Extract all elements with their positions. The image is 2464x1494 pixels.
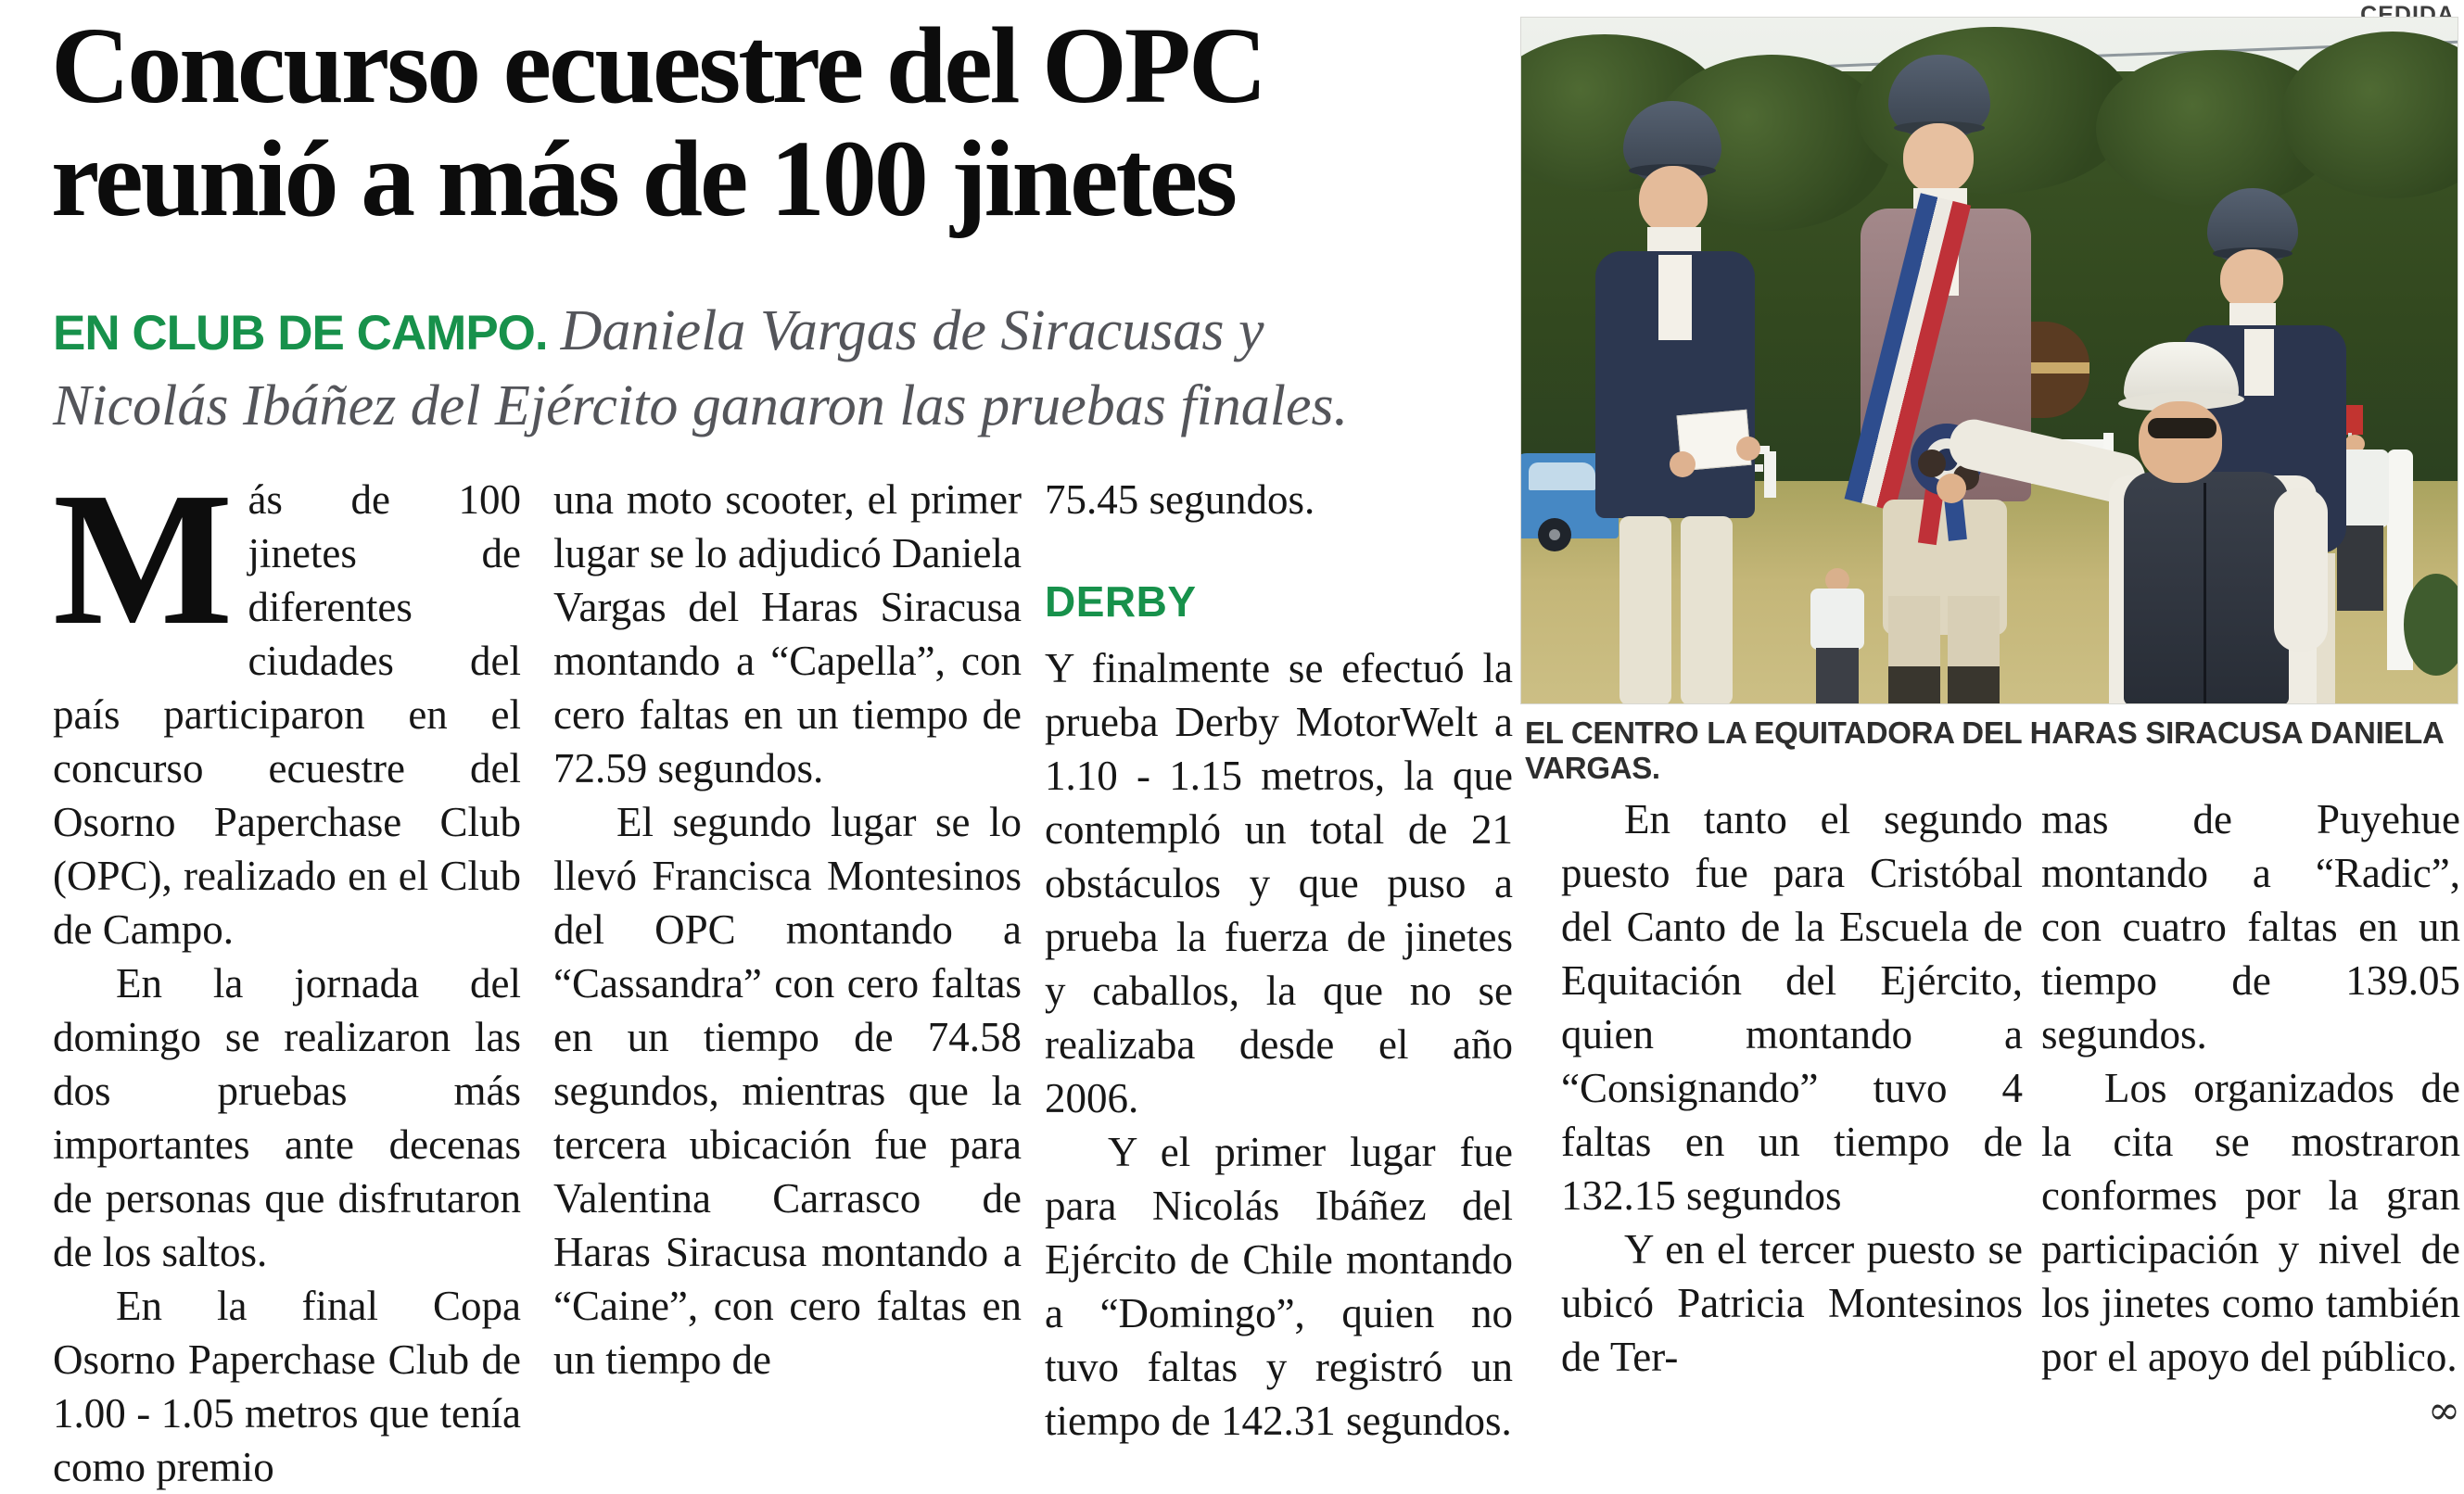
face	[2139, 401, 2222, 483]
body-column-2: una moto scooter, el primer lugar se lo …	[553, 473, 1022, 1386]
paragraph-text: ás de 100 jinetes de diferentes ciudades…	[53, 476, 521, 953]
vest-zipper	[2204, 483, 2206, 703]
headline-line2: reunió a más de 100 jinetes	[51, 118, 1238, 239]
paragraph: 75.45 segundos.	[1045, 476, 1315, 523]
breeches	[1619, 516, 1671, 703]
background-person	[1825, 568, 1849, 592]
background-person	[2344, 435, 2365, 453]
puffer-vest	[2124, 472, 2289, 703]
article-photo	[1520, 17, 2458, 704]
background-person	[1816, 648, 1859, 703]
paragraph: En la jornada del domingo se realizaron …	[53, 960, 521, 1275]
deck-text: Daniela Vargas de Siracusas y Nicolás Ib…	[53, 299, 1349, 437]
riding-boot	[1948, 666, 2000, 703]
paragraph: En tanto el segundo puesto fue para Cris…	[1561, 796, 2023, 1219]
shirt-collar	[2229, 303, 2276, 329]
drop-cap: M	[53, 452, 234, 665]
shirt	[2244, 329, 2274, 396]
face	[1639, 166, 1708, 234]
paragraph: En la final Copa Osorno Paperchase Club …	[53, 1283, 521, 1490]
body-column-4: En tanto el segundo puesto fue para Cris…	[1561, 792, 2023, 1384]
shirt-sleeve	[2274, 488, 2328, 652]
bush	[2404, 574, 2458, 676]
paragraph: una moto scooter, el primer lugar se lo …	[553, 476, 1022, 791]
headline-line1: Concurso ecuestre del OPC	[51, 5, 1267, 126]
deck: EN CLUB DE CAMPO. Daniela Vargas de Sirac…	[53, 295, 1434, 442]
photo-caption: EL CENTRO LA EQUITADORA DEL HARAS SIRACU…	[1525, 715, 2444, 785]
glove	[1918, 449, 1946, 477]
paragraph: Y en el tercer puesto se ubicó Patricia …	[1561, 1226, 2023, 1380]
body-column-3: 75.45 segundos. DERBY Y finalmente se ef…	[1045, 473, 1513, 1448]
body-column-5: mas de Puyehue montando a “Radic”, con c…	[2041, 792, 2460, 1437]
section-heading-derby: DERBY	[1045, 577, 1197, 626]
sunglasses	[2148, 418, 2216, 438]
kicker: EN CLUB DE CAMPO.	[53, 306, 549, 361]
background-person	[1810, 589, 1864, 650]
paragraph: Los organizados de la cita se mostraron …	[2041, 1061, 2460, 1433]
face	[1903, 123, 1974, 194]
paragraph-text: Los organizados de la cita se mostraron …	[2041, 1065, 2460, 1380]
riding-boot	[1888, 666, 1940, 703]
end-of-article-mark: ∞	[2428, 1387, 2460, 1433]
paragraph: Y el primer lugar fue para Nicolás Ibáñe…	[1045, 1129, 1513, 1444]
car-window	[1529, 462, 1595, 490]
breeches	[1681, 516, 1733, 703]
background-person	[2337, 525, 2383, 611]
hand	[1937, 474, 1966, 503]
jump-post	[1764, 451, 1776, 498]
paragraph: mas de Puyehue montando a “Radic”, con c…	[2041, 796, 2460, 1057]
hand	[1670, 451, 1696, 477]
tree-canopy	[2281, 32, 2458, 198]
car-hub	[1549, 529, 1560, 540]
paragraph: El segundo lugar se lo llevó Francisca M…	[553, 799, 1022, 1383]
hand	[1736, 437, 1760, 461]
paragraph: Y finalmente se efectuó la prueba Derby …	[1045, 645, 1513, 1121]
shirt	[1658, 255, 1692, 340]
face	[2220, 249, 2283, 310]
headline: Concurso ecuestre del OPC reunió a más de…	[51, 9, 1506, 235]
